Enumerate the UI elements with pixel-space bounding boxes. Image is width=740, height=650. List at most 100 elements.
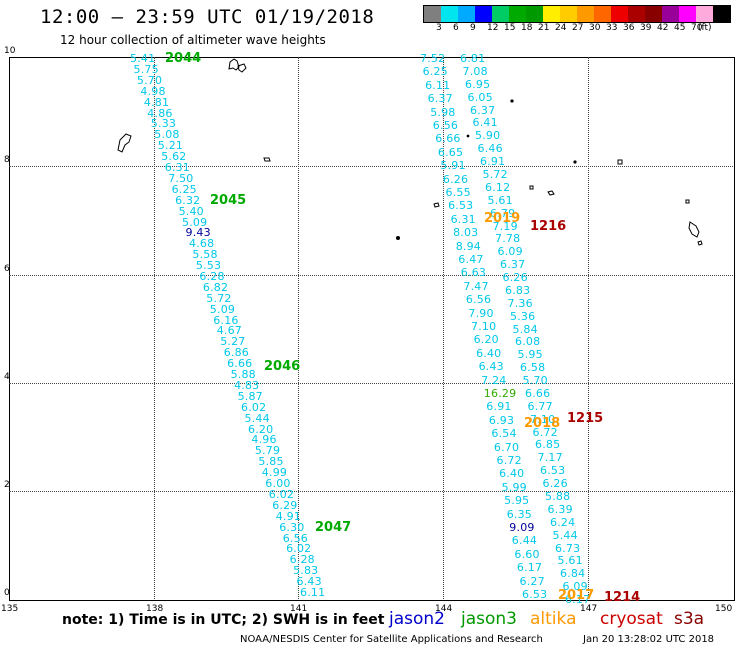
wave-height-label: 6.70 [493,440,520,454]
wave-height-label: 6.02 [241,400,267,414]
wave-height-label: 16.29 [483,387,517,400]
island-outline [529,185,534,190]
wave-height-label: 6.08 [515,335,541,349]
color-scale-swatch [441,6,458,22]
x-axis-tick-label: 150 [715,604,733,614]
wave-height-label: 6.72 [496,454,522,467]
wave-height-label: 6.17 [516,561,543,575]
wave-height-label: 6.56 [432,119,459,132]
wave-height-label: 6.53 [448,199,474,213]
color-scale-swatch [424,6,441,22]
color-scale-swatch [577,6,594,22]
wave-height-label: 6.43 [296,575,322,589]
color-scale-swatch [713,6,730,22]
wave-height-label: 7.24 [481,373,507,387]
wave-height-label: 6.37 [500,258,526,272]
wave-height-label: 6.09 [497,245,523,259]
wave-height-label: 6.81 [460,52,486,65]
y-axis-tick-label: 2 [4,480,10,490]
color-scale-label: 12 [487,23,499,33]
wave-height-label: 6.31 [450,212,476,226]
wave-height-label: 4.68 [189,237,215,251]
wave-height-label: 6.82 [202,280,229,294]
wave-height-label: 7.19 [492,219,518,233]
color-scale-swatch [492,6,509,22]
y-axis-tick-label: 8 [4,155,10,165]
wave-height-label: 6.65 [437,145,464,159]
island-outline [117,133,132,153]
wave-height-label: 4.86 [147,106,173,120]
island-outline [697,240,703,246]
wave-height-label: 6.11 [300,586,326,599]
wave-height-label: 5.44 [244,411,270,425]
legend-altika: altika [530,609,577,629]
wave-height-label: 5.36 [510,309,536,323]
wave-height-label: 5.58 [192,248,218,262]
wave-height-label: 4.83 [234,378,260,392]
island-outline [228,58,240,71]
x-axis-tick-label: 141 [290,604,308,614]
color-scale-label: 9 [470,23,476,33]
wave-height-label: 6.86 [223,346,249,360]
color-scale-swatch [458,6,475,22]
wave-height-label: 5.91 [440,159,466,173]
pass-number-label: 2045 [210,193,247,208]
wave-height-label: 6.28 [199,270,225,283]
wave-height-label: 5.41 [130,52,156,65]
wave-height-label: 6.66 [227,357,253,371]
wave-height-label: 5.33 [150,117,177,131]
wave-height-label: 5.62 [161,150,187,164]
wave-height-label: 6.37 [427,92,453,106]
wave-height-label: 6.44 [511,534,538,548]
y-axis-tick-label: 4 [4,372,10,382]
wave-height-label: 6.73 [555,541,581,555]
wave-height-label: 6.02 [268,487,295,501]
wave-height-label: 7.50 [168,171,194,185]
island-outline [433,202,440,208]
pass-number-label: 1214 [604,590,641,605]
pass-number-label: 2018 [524,416,561,431]
wave-height-label: 6.56 [465,293,492,307]
color-scale-swatch [560,6,577,22]
wave-height-label: 4.91 [275,509,301,523]
wave-height-label: 6.35 [506,507,532,521]
wave-height-label: 6.53 [540,464,566,478]
wave-height-label: 6.25 [422,65,448,79]
page-subtitle: 12 hour collection of altimeter wave hei… [60,33,326,47]
grid-line-vertical [154,57,155,599]
wave-height-label: 6.20 [248,422,274,436]
wave-height-label: 6.26 [502,271,528,284]
credit-line: NOAA/NESDIS Center for Satellite Applica… [240,634,543,645]
wave-height-label: 6.54 [491,427,517,441]
legend-jason3: jason3 [461,609,517,629]
color-scale-swatch [509,6,526,22]
wave-height-label: 4.98 [140,84,166,98]
wave-height-label: 5.90 [475,129,501,143]
wave-height-label: 6.39 [547,502,573,516]
wave-height-label: 5.44 [552,528,578,542]
wave-height-label: 5.61 [557,554,583,568]
wave-height-label: 6.40 [499,467,525,481]
wave-height-label: 5.99 [501,480,527,494]
wave-height-label: 5.98 [430,105,456,119]
wave-height-label: 6.85 [535,438,561,452]
y-axis-tick-label: 10 [4,46,16,56]
wave-height-label: 6.29 [272,498,298,512]
wave-height-label: 5.75 [133,62,159,76]
wave-height-label: 9.43 [185,226,211,240]
color-scale-swatch [611,6,628,22]
wave-height-label: 6.17 [565,593,591,606]
wave-height-label: 6.31 [164,161,190,174]
pass-number-label: 1215 [567,411,604,426]
color-scale-swatch [475,6,492,22]
wave-height-label: 5.61 [487,193,513,207]
wave-height-label: 4.96 [251,433,277,447]
wave-height-label: 7.36 [507,296,533,310]
wave-height-label: 4.67 [216,324,242,338]
y-axis-tick-label: 6 [4,264,10,274]
wave-height-label: 6.11 [425,78,451,92]
wave-height-label: 6.91 [486,400,512,414]
wave-height-label: 6.27 [519,574,545,588]
wave-height-label: 4.81 [143,95,170,109]
wave-height-label: 5.95 [504,494,530,508]
